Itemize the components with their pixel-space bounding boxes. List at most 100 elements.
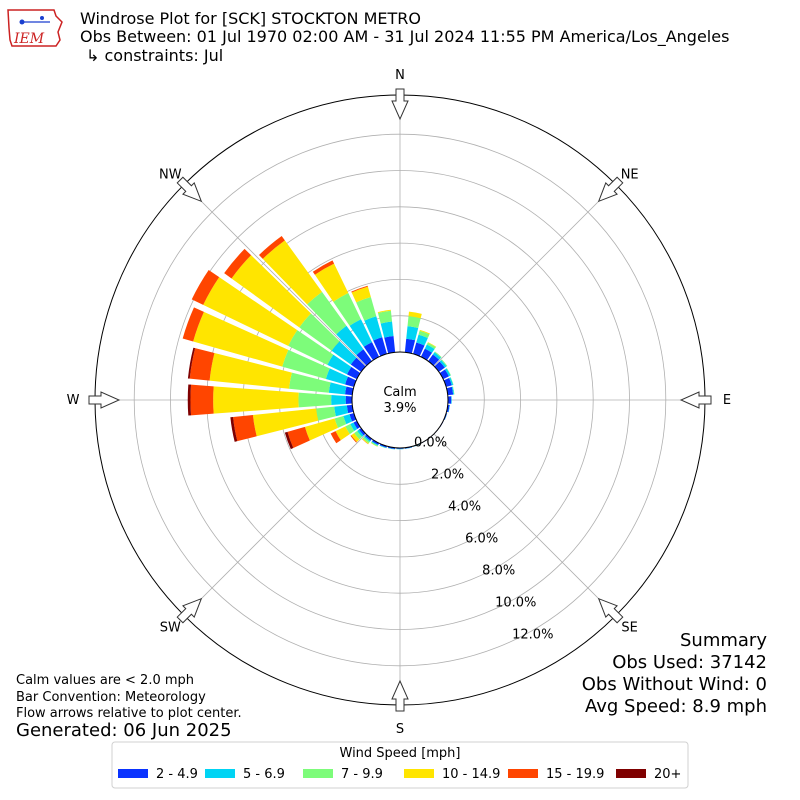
calm-value: 3.9% [383,401,416,416]
wind-bar-segment [432,352,442,360]
direction-arrow-icon [176,597,203,624]
grid-spoke [184,184,367,367]
wind-bar-segment [209,353,292,389]
direction-arrow-icon [391,679,409,712]
wind-bar-segment [356,297,377,321]
wind-bar-segment [413,444,420,447]
logo-dot-icon [19,19,25,25]
direction-label-w: W [67,393,80,408]
wind-bar-segment [351,286,371,303]
calm-label: Calm [383,385,416,400]
legend-title: Wind Speed [mph] [340,746,461,761]
summary-obs-used: Obs Used: 37142 [612,652,767,673]
wind-bar-segment [362,437,370,444]
ring-tick-label: 6.0% [465,532,498,547]
ring-tick-label: 12.0% [512,628,553,643]
wind-bar-segment [370,441,378,447]
wind-bar-segment [312,260,335,275]
wind-bar-segment [325,368,348,385]
legend-label: 15 - 19.9 [546,767,604,782]
wind-bar-segment [406,326,419,341]
wind-bar-segment [451,396,452,404]
wind-bar-segment [288,330,334,365]
wind-bar-segment [343,414,353,425]
wind-bar-segment [203,277,298,346]
wind-bar-segment [351,433,360,442]
wind-bar-segment [379,445,387,449]
iowa-state-outline-icon [7,9,63,47]
wind-bar-segment [350,435,357,443]
wind-bar-segment [424,344,435,353]
wind-bar-segment [327,354,352,375]
wind-bar-segment [451,386,455,395]
logo-text: IEM [13,31,45,47]
arrow-shape [679,391,712,409]
direction-arrow-icon [597,597,624,624]
wind-bar-segment [418,330,430,339]
wind-bar-segment [191,269,220,305]
wind-bar-segment [331,394,346,406]
calm-circle [351,351,449,449]
wind-bar-segment [231,255,311,328]
wind-bar-segment [416,334,428,346]
wind-bar-segment [193,311,289,367]
legend-label: 20+ [654,767,681,782]
wind-bar-segment [404,447,413,449]
wind-bar-segment [404,338,416,354]
wind-bar-segment [363,342,380,361]
wind-bar-segment [330,431,341,444]
wind-bar-segment [364,316,383,341]
ring-tick-label: 0.0% [414,435,447,450]
wind-bar-segment [336,325,364,356]
wind-bar-segment [361,438,369,445]
wind-bar-segment [346,404,354,414]
direction-label-s: S [396,722,404,737]
legend-swatch [508,769,538,778]
wind-bar-segment [334,405,349,417]
wind-bar-segment [371,439,380,445]
legend-label: 7 - 9.9 [341,767,383,782]
wind-bar-segment [387,447,396,450]
wind-bar-segment [213,386,299,414]
wind-bar-segment [354,430,363,440]
ring-tick-label: 8.0% [482,564,515,579]
wind-bar-segment [434,351,442,358]
wind-bar-segment [349,413,357,422]
summary-obs-without-wind: Obs Without Wind: 0 [582,674,767,695]
wind-bar-segment [189,348,215,381]
legend-label: 2 - 4.9 [156,767,198,782]
wind-bar-segment [439,359,447,368]
wind-bar-segment [449,377,454,386]
wind-bar-segment [351,285,368,293]
wind-bar-segment [377,309,391,313]
wind-bar-segment [427,342,437,348]
wind-bar-segment [284,431,294,450]
wind-bar-segment [187,347,196,379]
wind-bar-segment [379,445,387,449]
wind-bar-segment [444,413,448,421]
summary-avg-speed: Avg Speed: 8.9 mph [585,696,767,717]
calm-note: Calm values are < 2.0 mph [16,673,194,688]
arrow-shape [176,176,203,203]
direction-label-e: E [723,393,731,408]
bar-convention-note: Bar Convention: Meteorology [16,690,206,705]
wind-bar-segment [358,428,366,436]
wind-bar-segment [446,386,454,396]
grid-spoke [433,184,616,367]
iem-logo: IEM [7,9,63,47]
wind-bar-segment [289,372,331,393]
wind-bar-segment [298,392,332,408]
wind-bar-segment [356,349,372,366]
wind-bar-segment [450,377,454,385]
wind-bar-segment [334,416,347,428]
wind-bar-segment [345,376,357,387]
direction-label-sw: SW [160,621,181,636]
direction-arrow-icon [597,176,624,203]
direction-arrows [88,88,712,712]
grid-ring [133,133,667,667]
wind-bar-segment [282,349,330,380]
legend-swatch [404,769,434,778]
wind-bar-segment [365,434,372,441]
arrow-shape [88,391,121,409]
wind-bar-segment [345,396,353,404]
